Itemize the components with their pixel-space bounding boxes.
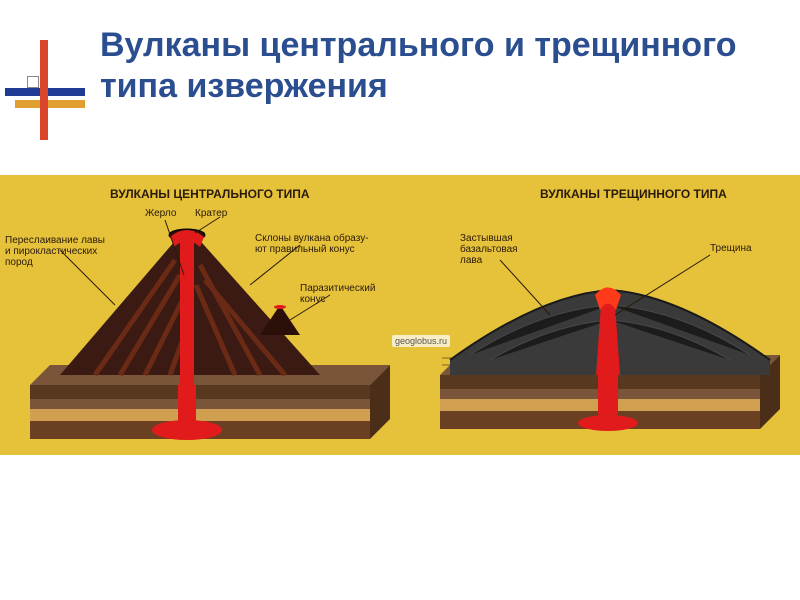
decor-bar-red [40, 40, 48, 140]
label-slopes: Склоны вулкана образу-ют правильный кону… [255, 233, 395, 255]
label-fissure: Трещина [710, 243, 752, 254]
label-layers: Переслаивание лавыи пирокластическихпоро… [5, 235, 105, 268]
label-crater: Кратер [195, 208, 227, 219]
label-basalt: Застывшаябазальтоваялава [460, 233, 540, 266]
diagram-area: ВУЛКАНЫ ЦЕНТРАЛЬНОГО ТИПА ВУЛКАНЫ ТРЕЩИН… [0, 175, 800, 455]
watermark: geoglobus.ru [392, 335, 450, 347]
slide-title: Вулканы центрального и трещинного типа и… [100, 25, 740, 107]
label-vent: Жерло [145, 208, 176, 219]
decor-square [27, 76, 39, 88]
decor-bar-orange [15, 100, 85, 108]
fissure-volcano-diagram [420, 175, 800, 455]
label-parasitic: Паразитическийконус [300, 283, 400, 305]
